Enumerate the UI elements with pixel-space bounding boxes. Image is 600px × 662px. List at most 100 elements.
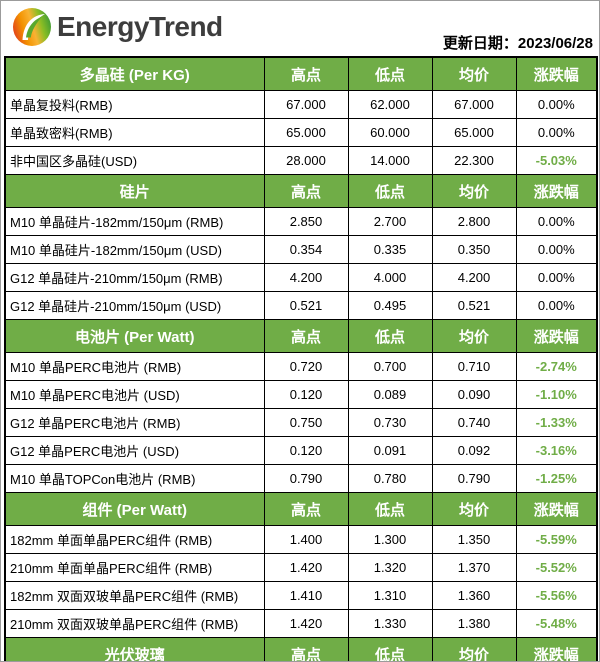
brand-name: EnergyTrend bbox=[57, 11, 223, 42]
update-date: 更新日期：2023/06/28 bbox=[442, 35, 593, 52]
low-value: 0.730 bbox=[347, 408, 433, 437]
column-header-avg: 均价 bbox=[431, 174, 517, 208]
table-row: 单晶致密料(RMB) 65.000 60.000 65.000 0.00% bbox=[4, 118, 598, 147]
column-header-high: 高点 bbox=[263, 637, 349, 661]
low-value: 60.000 bbox=[347, 118, 433, 147]
change-value: -5.52% bbox=[515, 553, 598, 582]
avg-value: 0.790 bbox=[431, 464, 517, 493]
high-value: 0.521 bbox=[263, 291, 349, 320]
low-value: 0.091 bbox=[347, 436, 433, 465]
low-value: 14.000 bbox=[347, 146, 433, 175]
avg-value: 0.350 bbox=[431, 235, 517, 264]
table-row: M10 单晶硅片-182mm/150μm (RMB) 2.850 2.700 2… bbox=[4, 207, 598, 236]
avg-value: 4.200 bbox=[431, 263, 517, 292]
change-value: 0.00% bbox=[515, 207, 598, 236]
change-value: -5.59% bbox=[515, 525, 598, 554]
column-header-low: 低点 bbox=[347, 637, 433, 661]
table-row: M10 单晶TOPCon电池片 (RMB) 0.790 0.780 0.790 … bbox=[4, 464, 598, 493]
low-value: 1.310 bbox=[347, 581, 433, 610]
section-header-row: 光伏玻璃 高点 低点 均价 涨跌幅 bbox=[4, 637, 598, 661]
low-value: 0.495 bbox=[347, 291, 433, 320]
high-value: 1.400 bbox=[263, 525, 349, 554]
product-label: 非中国区多晶硅(USD) bbox=[4, 146, 265, 175]
column-header-change: 涨跌幅 bbox=[515, 637, 598, 661]
change-value: -5.56% bbox=[515, 581, 598, 610]
high-value: 0.120 bbox=[263, 380, 349, 409]
avg-value: 0.092 bbox=[431, 436, 517, 465]
energytrend-logo: EnergyTrend bbox=[12, 7, 223, 47]
high-value: 1.420 bbox=[263, 553, 349, 582]
avg-value: 1.370 bbox=[431, 553, 517, 582]
change-value: 0.00% bbox=[515, 235, 598, 264]
change-value: -5.03% bbox=[515, 146, 598, 175]
column-header-change: 涨跌幅 bbox=[515, 492, 598, 526]
section-header-row: 电池片 (Per Watt) 高点 低点 均价 涨跌幅 bbox=[4, 319, 598, 353]
change-value: -1.25% bbox=[515, 464, 598, 493]
product-label: 210mm 双面双玻单晶PERC组件 (RMB) bbox=[4, 609, 265, 638]
table-row: G12 单晶硅片-210mm/150μm (USD) 0.521 0.495 0… bbox=[4, 291, 598, 320]
high-value: 67.000 bbox=[263, 90, 349, 119]
table-row: G12 单晶硅片-210mm/150μm (RMB) 4.200 4.000 4… bbox=[4, 263, 598, 292]
energytrend-leaf-icon bbox=[13, 8, 51, 46]
product-label: M10 单晶硅片-182mm/150μm (RMB) bbox=[4, 207, 265, 236]
high-value: 2.850 bbox=[263, 207, 349, 236]
product-label: 182mm 单面单晶PERC组件 (RMB) bbox=[4, 525, 265, 554]
low-value: 2.700 bbox=[347, 207, 433, 236]
low-value: 0.700 bbox=[347, 352, 433, 381]
top-bar: EnergyTrend 更新日期：2023/06/28 bbox=[1, 1, 599, 56]
avg-value: 2.800 bbox=[431, 207, 517, 236]
low-value: 4.000 bbox=[347, 263, 433, 292]
column-header-avg: 均价 bbox=[431, 637, 517, 661]
product-label: M10 单晶TOPCon电池片 (RMB) bbox=[4, 464, 265, 493]
high-value: 65.000 bbox=[263, 118, 349, 147]
product-label: 210mm 单面单晶PERC组件 (RMB) bbox=[4, 553, 265, 582]
high-value: 0.720 bbox=[263, 352, 349, 381]
change-value: 0.00% bbox=[515, 90, 598, 119]
avg-value: 1.360 bbox=[431, 581, 517, 610]
section-header-row: 多晶硅 (Per KG) 高点 低点 均价 涨跌幅 bbox=[4, 56, 598, 91]
column-header-avg: 均价 bbox=[431, 319, 517, 353]
section-title: 电池片 (Per Watt) bbox=[4, 319, 265, 353]
change-value: 0.00% bbox=[515, 291, 598, 320]
table-row: G12 单晶PERC电池片 (USD) 0.120 0.091 0.092 -3… bbox=[4, 436, 598, 465]
table-row: M10 单晶PERC电池片 (USD) 0.120 0.089 0.090 -1… bbox=[4, 380, 598, 409]
column-header-low: 低点 bbox=[347, 56, 433, 91]
product-label: M10 单晶PERC电池片 (RMB) bbox=[4, 352, 265, 381]
high-value: 1.420 bbox=[263, 609, 349, 638]
column-header-high: 高点 bbox=[263, 56, 349, 91]
high-value: 28.000 bbox=[263, 146, 349, 175]
section-title: 组件 (Per Watt) bbox=[4, 492, 265, 526]
avg-value: 1.380 bbox=[431, 609, 517, 638]
high-value: 1.410 bbox=[263, 581, 349, 610]
table-row: 210mm 双面双玻单晶PERC组件 (RMB) 1.420 1.330 1.3… bbox=[4, 609, 598, 638]
column-header-change: 涨跌幅 bbox=[515, 174, 598, 208]
high-value: 0.750 bbox=[263, 408, 349, 437]
low-value: 0.335 bbox=[347, 235, 433, 264]
product-label: M10 单晶硅片-182mm/150μm (USD) bbox=[4, 235, 265, 264]
product-label: G12 单晶硅片-210mm/150μm (USD) bbox=[4, 291, 265, 320]
column-header-avg: 均价 bbox=[431, 56, 517, 91]
product-label: G12 单晶硅片-210mm/150μm (RMB) bbox=[4, 263, 265, 292]
product-label: M10 单晶PERC电池片 (USD) bbox=[4, 380, 265, 409]
table-row: M10 单晶PERC电池片 (RMB) 0.720 0.700 0.710 -2… bbox=[4, 352, 598, 381]
section-title: 硅片 bbox=[4, 174, 265, 208]
product-label: 182mm 双面双玻单晶PERC组件 (RMB) bbox=[4, 581, 265, 610]
high-value: 0.790 bbox=[263, 464, 349, 493]
high-value: 4.200 bbox=[263, 263, 349, 292]
low-value: 62.000 bbox=[347, 90, 433, 119]
change-value: -2.74% bbox=[515, 352, 598, 381]
product-label: 单晶复投料(RMB) bbox=[4, 90, 265, 119]
change-value: -3.16% bbox=[515, 436, 598, 465]
table-row: 单晶复投料(RMB) 67.000 62.000 67.000 0.00% bbox=[4, 90, 598, 119]
section-title: 多晶硅 (Per KG) bbox=[4, 56, 265, 91]
avg-value: 0.521 bbox=[431, 291, 517, 320]
low-value: 1.320 bbox=[347, 553, 433, 582]
table-row: 182mm 双面双玻单晶PERC组件 (RMB) 1.410 1.310 1.3… bbox=[4, 581, 598, 610]
column-header-change: 涨跌幅 bbox=[515, 319, 598, 353]
price-table: 多晶硅 (Per KG) 高点 低点 均价 涨跌幅 单晶复投料(RMB) 67.… bbox=[4, 56, 598, 661]
table-row: 非中国区多晶硅(USD) 28.000 14.000 22.300 -5.03% bbox=[4, 146, 598, 175]
change-value: -1.33% bbox=[515, 408, 598, 437]
avg-value: 22.300 bbox=[431, 146, 517, 175]
avg-value: 0.710 bbox=[431, 352, 517, 381]
